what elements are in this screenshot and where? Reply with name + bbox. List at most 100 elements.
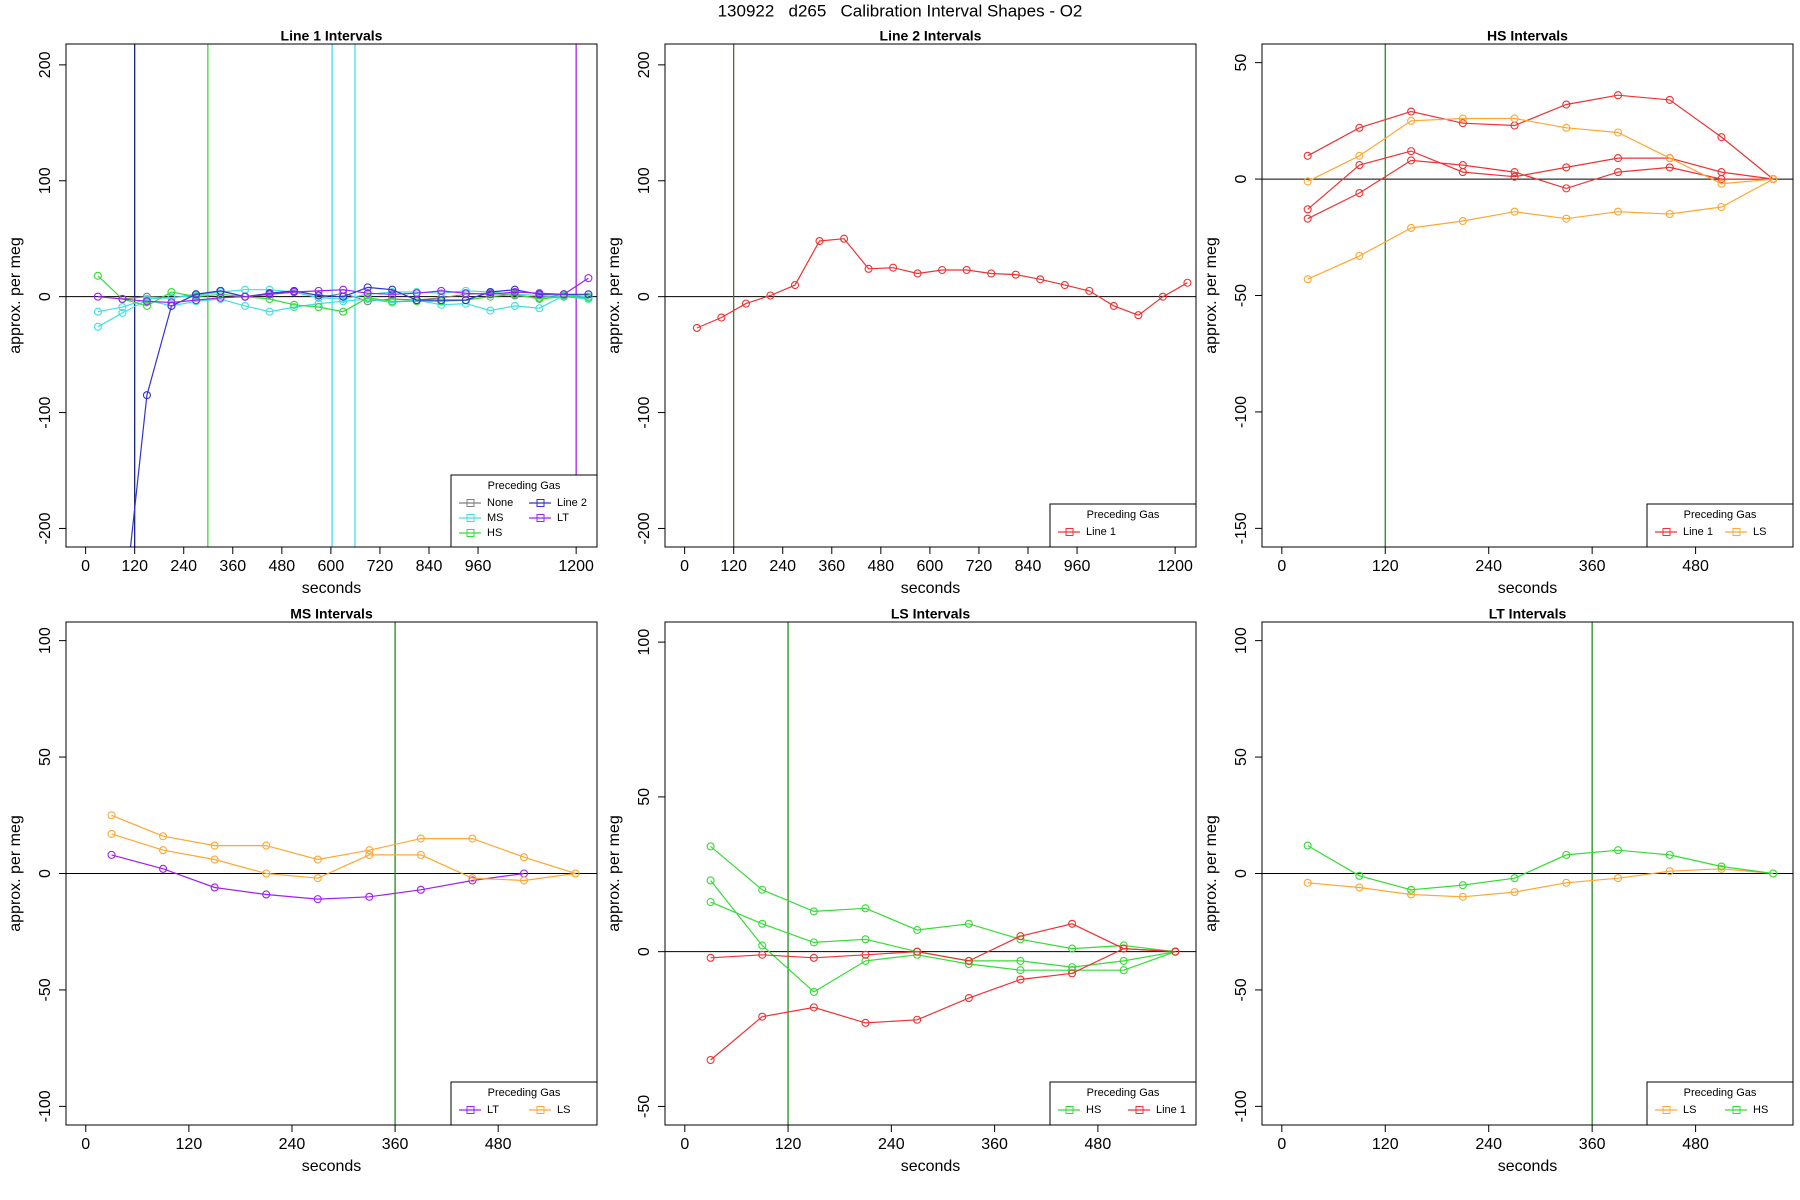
data-point: [339, 297, 348, 306]
data-point: [1183, 278, 1192, 287]
y-tick-label: 0: [636, 292, 653, 301]
y-tick-label: -100: [1233, 396, 1250, 428]
y-tick-label: -50: [636, 1095, 653, 1118]
data-point: [758, 950, 767, 959]
x-tick-label: 120: [775, 1136, 802, 1153]
data-point: [167, 293, 176, 302]
y-tick-label: 0: [636, 947, 653, 956]
data-point: [1068, 963, 1077, 972]
legend-marker: [1065, 1106, 1074, 1114]
legend-marker: [536, 514, 545, 522]
data-point: [519, 853, 529, 862]
data-point: [339, 307, 348, 316]
data-point: [758, 1012, 767, 1021]
plot-area: [665, 44, 1196, 547]
data-point: [790, 281, 800, 290]
x-tick-label: 240: [1475, 558, 1502, 575]
legend-label: HS: [1086, 1104, 1101, 1116]
data-point: [240, 292, 250, 301]
plot-frame: [664, 621, 1197, 1126]
x-tick-label: 240: [170, 558, 197, 575]
series-line: [97, 294, 589, 328]
x-tick-label: 360: [981, 1136, 1008, 1153]
panel: MS Intervals seconds approx. per meg 0 120 24…: [7, 606, 598, 1175]
x-tick-label: 120: [1372, 1136, 1399, 1153]
y-tick-label: 200: [636, 51, 653, 78]
data-point: [142, 301, 151, 310]
data-point: [1562, 100, 1571, 109]
data-point: [809, 1003, 818, 1012]
panel-title: HS Intervals: [1487, 28, 1568, 44]
y-tick-label: -100: [37, 396, 54, 428]
x-tick-label: 120: [1372, 558, 1399, 575]
data-point: [107, 850, 116, 859]
y-axis-label: approx. per meg: [1203, 237, 1220, 354]
data-point: [1510, 874, 1519, 883]
data-point: [1407, 885, 1416, 894]
legend-marker: [1065, 528, 1074, 536]
data-point: [1407, 107, 1416, 116]
data-point: [519, 876, 529, 885]
data-point: [1068, 969, 1077, 978]
data-point: [741, 299, 750, 308]
data-point: [416, 885, 425, 894]
data-point: [1060, 281, 1069, 290]
legend-marker: [536, 1106, 545, 1114]
legend: Preceding Gas LS HS: [1646, 1081, 1794, 1126]
data-point: [314, 303, 323, 312]
data-point: [717, 313, 726, 322]
legend-label: MS: [487, 512, 504, 524]
data-point: [1068, 944, 1077, 953]
legend: Preceding Gas Line 1: [1049, 503, 1197, 548]
data-point: [468, 876, 477, 885]
data-point: [861, 1018, 870, 1027]
data-point: [107, 811, 116, 820]
x-tick-label: 0: [680, 1136, 689, 1153]
data-point: [339, 294, 348, 304]
data-point: [159, 864, 168, 873]
data-point: [1407, 147, 1416, 156]
data-point: [1562, 123, 1571, 132]
legend-marker: [466, 514, 475, 522]
legend-title: Preceding Gas: [488, 1087, 561, 1099]
legend-box: [1049, 1081, 1197, 1126]
data-point: [1355, 188, 1364, 198]
legend-marker: [466, 529, 475, 537]
data-point: [706, 1055, 715, 1065]
y-axis-label: approx. per meg: [1203, 815, 1220, 932]
data-point: [1458, 892, 1467, 901]
data-point: [1717, 864, 1726, 873]
data-point: [1458, 161, 1467, 170]
legend-title: Preceding Gas: [488, 480, 561, 492]
data-point: [766, 291, 775, 300]
data-point: [216, 293, 225, 302]
x-tick-label: 360: [1579, 558, 1606, 575]
data-point: [1011, 270, 1020, 279]
legend-box: [1049, 503, 1197, 548]
series-line: [710, 947, 1176, 1061]
data-point: [1109, 301, 1118, 310]
data-point: [839, 234, 849, 243]
data-point: [706, 898, 715, 907]
y-axis-label: approx. per meg: [7, 815, 24, 932]
data-point: [815, 236, 824, 246]
y-tick-label: 100: [636, 167, 653, 194]
data-point: [1355, 151, 1364, 160]
series-line: [1307, 117, 1774, 185]
y-tick-label: 100: [636, 629, 653, 656]
legend-label: LS: [1683, 1104, 1696, 1116]
data-point: [416, 850, 425, 859]
plot-frame: [65, 621, 598, 1126]
x-tick-label: 360: [382, 1136, 409, 1153]
data-point: [265, 294, 274, 304]
data-point: [809, 953, 818, 962]
x-tick-label: 480: [268, 558, 295, 575]
data-point: [290, 287, 299, 297]
data-point: [159, 846, 168, 855]
data-point: [210, 841, 219, 850]
data-point: [809, 907, 818, 916]
data-point: [313, 895, 322, 904]
data-point: [692, 323, 701, 333]
data-point: [535, 294, 544, 304]
data-point: [1303, 205, 1312, 214]
